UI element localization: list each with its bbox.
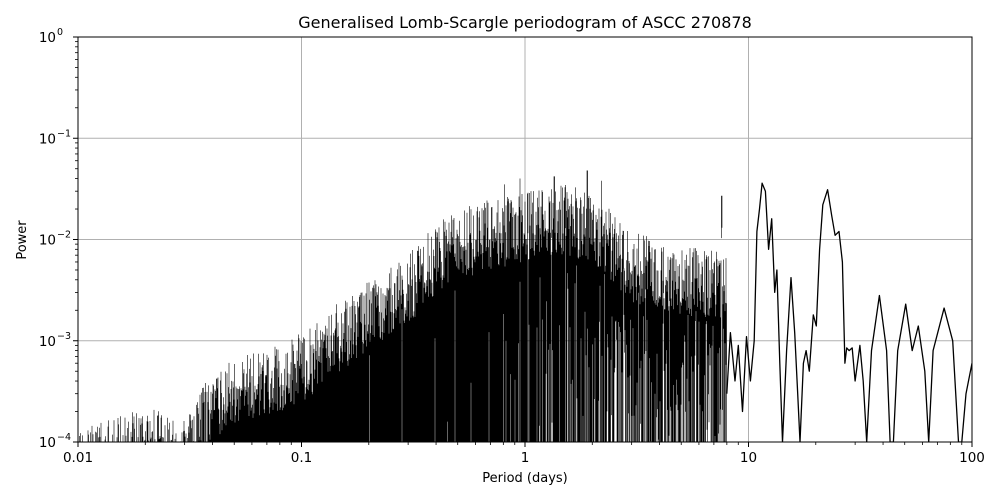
y-tick-exponent: −2 <box>57 230 71 241</box>
y-tick-exponent: −3 <box>57 331 71 342</box>
y-tick-label: 10 <box>39 334 56 350</box>
y-tick-label: 10 <box>39 435 56 451</box>
y-tick-label: 10 <box>39 131 56 147</box>
y-tick-exponent: −1 <box>57 128 71 139</box>
chart-title: Generalised Lomb-Scargle periodogram of … <box>298 13 752 32</box>
periodogram-dense-forest <box>79 170 727 442</box>
y-tick-label: 10 <box>39 233 56 249</box>
x-tick-label: 1 <box>521 450 530 466</box>
x-tick-label: 100 <box>959 450 985 466</box>
y-axis-label: Power <box>15 220 30 260</box>
y-tick-label: 10 <box>39 30 56 46</box>
x-tick-label: 0.01 <box>63 450 93 466</box>
periodogram-line <box>726 182 972 442</box>
x-tick-label: 10 <box>740 450 757 466</box>
x-axis-label: Period (days) <box>482 471 568 486</box>
y-tick-exponent: −4 <box>57 432 71 443</box>
x-tick-label: 0.1 <box>291 450 312 466</box>
y-tick-exponent: 0 <box>57 27 63 38</box>
x-axis-ticks: 0.01 0.1 1 10 100 <box>63 442 985 466</box>
